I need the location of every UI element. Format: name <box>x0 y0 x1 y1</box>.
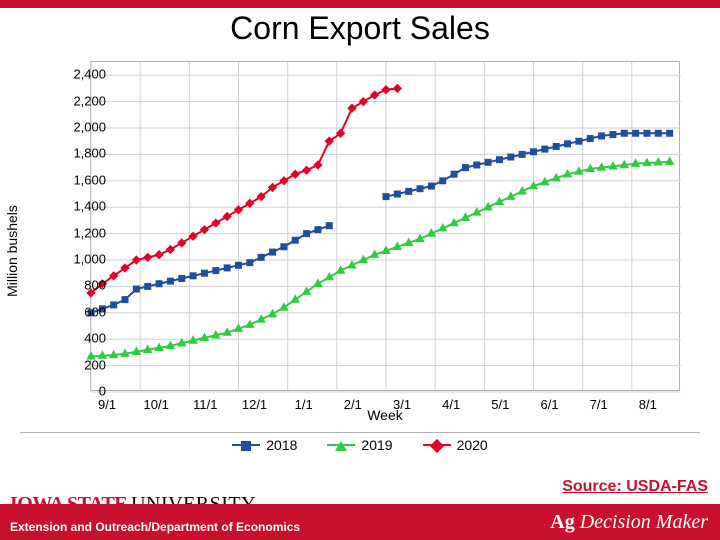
y-tick: 2,400 <box>56 67 106 82</box>
chart-container: Million bushels 02004006008001,0001,2001… <box>20 51 700 451</box>
chart-svg <box>91 62 681 392</box>
triangle-marker-icon <box>335 441 347 451</box>
y-tick: 800 <box>56 278 106 293</box>
legend-label: 2018 <box>266 437 297 453</box>
y-tick: 1,600 <box>56 172 106 187</box>
y-tick: 1,400 <box>56 199 106 214</box>
legend-line-2019 <box>327 444 355 446</box>
legend-line-2018 <box>232 444 260 446</box>
legend-label: 2019 <box>361 437 392 453</box>
chart-title: Corn Export Sales <box>0 10 720 47</box>
extension-label: Extension and Outreach/Department of Eco… <box>10 520 300 534</box>
y-tick: 1,200 <box>56 225 106 240</box>
y-tick: 200 <box>56 357 106 372</box>
legend-item-2018: 2018 <box>232 437 297 453</box>
footer: Source: USDA-FAS IOWA STATE UNIVERSITY A… <box>0 480 720 540</box>
y-tick: 1,000 <box>56 252 106 267</box>
legend-line-2020 <box>423 444 451 446</box>
y-tick: 2,200 <box>56 93 106 108</box>
top-red-bar <box>0 0 720 8</box>
y-axis-label: Million bushels <box>4 205 20 297</box>
diamond-marker-icon <box>430 439 444 453</box>
ag-decision-maker-logo: Ag Decision Maker <box>550 511 708 534</box>
y-tick: 1,800 <box>56 146 106 161</box>
source-label: Source: USDA-FAS <box>562 478 708 496</box>
legend-item-2019: 2019 <box>327 437 392 453</box>
y-tick: 400 <box>56 331 106 346</box>
legend-item-2020: 2020 <box>423 437 488 453</box>
legend-label: 2020 <box>457 437 488 453</box>
plot-area <box>90 61 680 391</box>
square-marker-icon <box>241 441 251 451</box>
y-tick: 600 <box>56 304 106 319</box>
agdm-1: Ag <box>550 511 574 533</box>
y-tick: 2,000 <box>56 120 106 135</box>
chart-legend: 2018 2019 2020 <box>20 432 700 453</box>
agdm-2: Decision Maker <box>580 511 708 533</box>
x-axis-label: Week <box>90 407 680 423</box>
